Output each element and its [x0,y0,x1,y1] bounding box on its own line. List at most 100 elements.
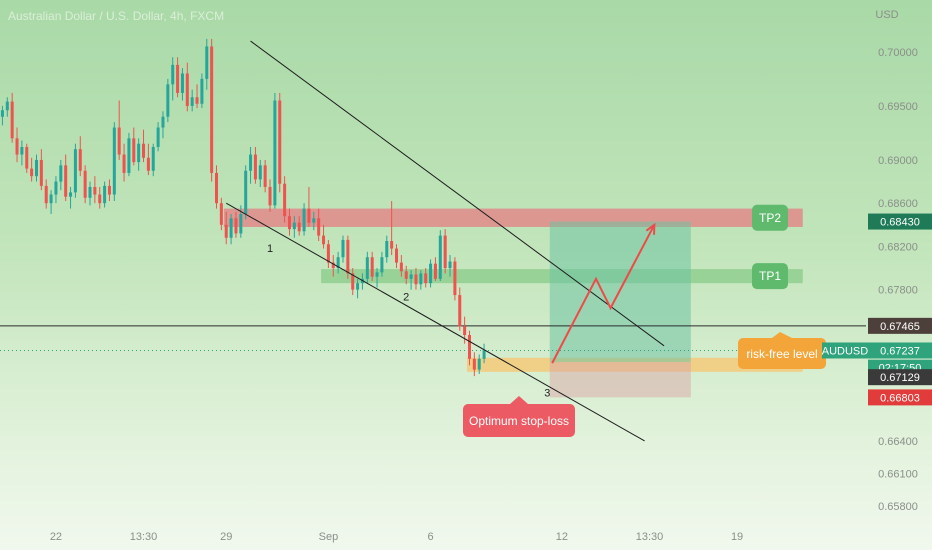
candle-body [331,262,335,269]
candle [88,181,92,206]
candle [205,38,209,90]
y-tick-label: 0.65800 [878,501,918,513]
candle-body [229,218,233,238]
candle-body [205,46,209,79]
candle [20,140,24,166]
candle [10,92,14,143]
stop-loss-callout[interactable]: Optimum stop-loss [463,396,575,437]
candle-body [195,97,199,104]
long-position-layer[interactable] [549,221,691,398]
candle [341,235,345,263]
candle-body [404,271,408,279]
candle-body [375,272,379,277]
price-tag-text: 0.66803 [880,392,920,404]
projection-arrow-path[interactable] [551,224,656,364]
candle-body [263,165,267,187]
candle-body [73,149,77,193]
candle [229,213,233,245]
candle-body [69,192,73,197]
position-target-area[interactable] [549,221,691,363]
y-tick-label: 0.68200 [878,241,918,253]
tp2-zone[interactable] [223,208,803,227]
y-tick-label: 0.69000 [878,155,918,167]
price-axis[interactable]: 0.70000 0.69500 0.69000 0.68600 0.68200 0.678… [878,47,918,513]
tp2-label[interactable]: TP2 [752,204,788,231]
arrow-head [645,222,656,235]
annotations-layer[interactable]: TP2 TP1 risk-free level Optimum stop-loss [463,204,826,437]
candle [59,159,63,191]
candle [0,105,4,126]
candle [25,143,29,173]
candle [161,111,165,139]
candle-body [166,84,170,117]
levels-layer [0,325,866,351]
candle-body [30,168,34,177]
x-tick-label: Sep [319,531,339,543]
tp1-label[interactable]: TP1 [752,263,788,290]
candle [117,100,121,160]
candle-body [385,241,389,258]
candle-body [88,186,92,198]
channel-lower-line[interactable] [225,202,645,442]
candle [351,268,355,296]
candle [122,143,126,182]
candle-body [176,64,180,93]
candle-body [258,165,262,180]
drawings-layer[interactable] [225,40,665,442]
candle [292,216,296,238]
candle-body [117,127,121,155]
candle-body [273,100,277,206]
candle-body [5,101,9,111]
candle [419,270,423,290]
candle-body [156,127,160,147]
candle-body [122,154,126,173]
candle-body [438,235,442,279]
candle [472,352,476,377]
candle [346,235,350,279]
price-tag-bg [868,317,932,334]
candle [297,216,301,236]
risk-free-callout[interactable]: risk-free level [738,332,826,369]
candle-body [59,165,63,182]
candle-body [477,358,481,370]
candle-body [322,235,326,245]
channel-upper-line[interactable] [250,40,665,347]
candle-body [93,186,97,195]
candle-body [268,186,272,206]
candle-body [244,170,248,214]
candle-body [370,257,374,277]
candle [112,122,116,202]
candle [385,235,389,263]
tp1-label-text: TP1 [759,269,781,283]
candle [185,62,189,112]
candle-body [137,143,141,163]
candle-body [433,263,437,279]
candle-body [78,149,82,171]
candle [83,165,87,204]
candle [73,143,77,198]
candle-body [20,146,24,155]
candle [429,259,433,288]
candle-body [83,170,87,198]
x-tick-label: 13:30 [130,531,158,543]
candle-body [453,261,457,296]
candle [132,127,136,166]
candle-body [0,110,4,117]
wave-point-label: 3 [544,388,550,400]
candle-body [312,218,316,223]
candle [137,138,141,171]
candle-body [429,263,433,284]
candle-body [64,165,68,197]
candle-body [132,138,136,163]
symbol-tag-bg [822,342,868,359]
position-stop-area[interactable] [549,362,691,398]
candle-body [351,273,355,290]
time-axis[interactable]: 22 13:30 29 Sep 6 12 13:30 19 [50,531,743,543]
candles-layer [0,38,486,377]
y-tick-label: 0.66400 [878,436,918,448]
candle-body [399,262,403,272]
stop-loss-bg [463,404,575,437]
candle-body [98,194,102,204]
candle-body [336,257,340,269]
